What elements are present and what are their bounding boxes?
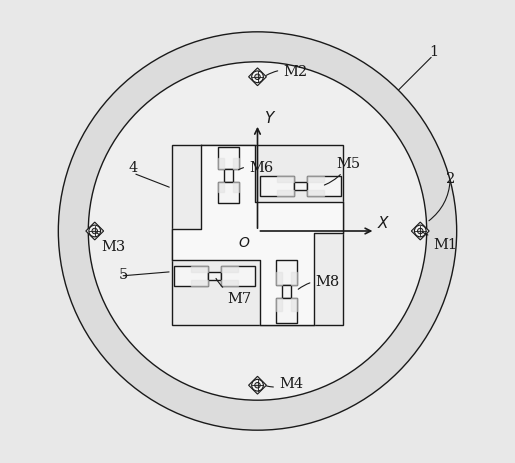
Bar — [276, 260, 297, 286]
Bar — [276, 298, 297, 323]
Text: M1: M1 — [423, 233, 457, 251]
Polygon shape — [290, 273, 297, 286]
Text: 1: 1 — [429, 45, 438, 59]
Polygon shape — [218, 182, 225, 193]
Polygon shape — [233, 182, 239, 193]
Circle shape — [58, 33, 457, 430]
Text: 2: 2 — [446, 171, 455, 185]
Text: 5: 5 — [118, 268, 128, 282]
Polygon shape — [276, 273, 282, 286]
Text: M5: M5 — [324, 156, 361, 186]
Circle shape — [92, 229, 97, 234]
Bar — [260, 176, 294, 197]
Polygon shape — [276, 298, 282, 311]
Bar — [294, 182, 307, 191]
Polygon shape — [86, 223, 104, 240]
Polygon shape — [191, 266, 208, 272]
Circle shape — [252, 380, 263, 391]
Polygon shape — [249, 376, 266, 394]
Bar — [221, 266, 255, 287]
Text: $X$: $X$ — [377, 214, 391, 230]
Polygon shape — [277, 176, 294, 182]
Circle shape — [415, 225, 426, 238]
Circle shape — [255, 75, 260, 81]
Circle shape — [252, 72, 263, 83]
Polygon shape — [307, 176, 324, 182]
Bar — [174, 266, 208, 287]
Polygon shape — [218, 159, 225, 169]
Polygon shape — [191, 281, 208, 287]
Bar — [218, 148, 239, 169]
Bar — [307, 176, 341, 197]
Text: $O$: $O$ — [238, 236, 251, 250]
Polygon shape — [172, 146, 343, 325]
Polygon shape — [221, 281, 238, 287]
Circle shape — [88, 63, 427, 400]
Text: $Y$: $Y$ — [264, 110, 276, 125]
Text: M7: M7 — [216, 279, 252, 305]
Circle shape — [255, 382, 260, 388]
Text: M3: M3 — [97, 233, 126, 254]
Polygon shape — [411, 223, 429, 240]
Text: M6: M6 — [238, 161, 273, 175]
Circle shape — [89, 225, 100, 238]
Text: M2: M2 — [266, 64, 307, 79]
Polygon shape — [249, 69, 266, 87]
Polygon shape — [307, 191, 324, 197]
Bar — [282, 286, 290, 298]
Text: M4: M4 — [267, 376, 303, 390]
Text: M8: M8 — [298, 274, 339, 290]
Text: 4: 4 — [129, 161, 138, 175]
Polygon shape — [221, 266, 238, 272]
Circle shape — [418, 229, 423, 234]
Bar — [218, 182, 239, 204]
Polygon shape — [277, 191, 294, 197]
Polygon shape — [290, 298, 297, 311]
Bar — [208, 272, 221, 281]
Bar — [225, 169, 233, 182]
Bar — [172, 146, 343, 325]
Polygon shape — [233, 159, 239, 169]
